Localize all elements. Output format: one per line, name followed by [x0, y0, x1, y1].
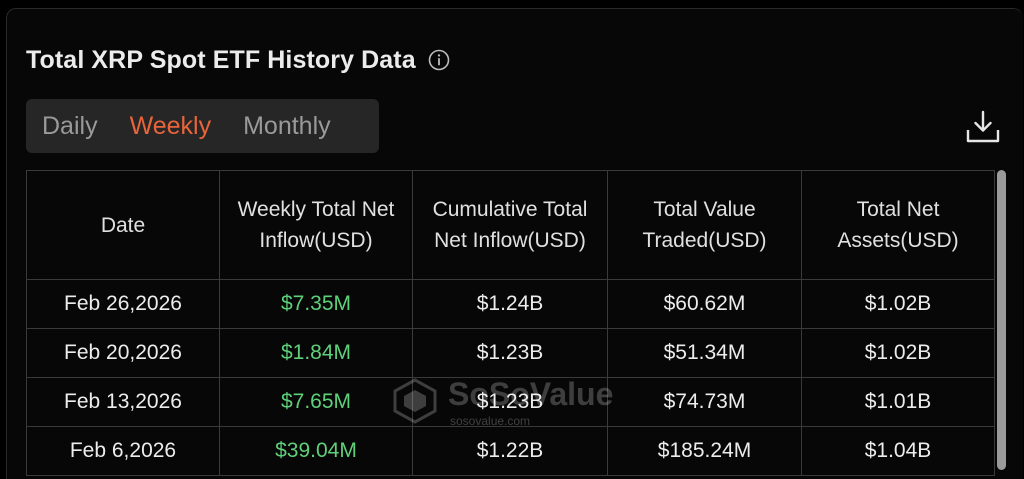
cell-weekly-net-inflow: $39.04M [219, 426, 413, 476]
info-circle-icon[interactable] [428, 49, 450, 71]
column-header-date[interactable]: Date [26, 170, 220, 280]
cell-weekly-net-inflow: $7.35M [219, 279, 413, 329]
column-header-weekly-net-inflow[interactable]: Weekly Total Net Inflow(USD) [219, 170, 413, 280]
cell-total-net-assets: $1.02B [801, 328, 995, 378]
cell-date: Feb 20,2026 [26, 328, 220, 378]
cell-cumulative-net-inflow: $1.22B [412, 426, 608, 476]
cell-total-value-traded: $51.34M [607, 328, 802, 378]
cell-cumulative-net-inflow: $1.23B [412, 328, 608, 378]
column-header-total-value-traded[interactable]: Total Value Traded(USD) [607, 170, 802, 280]
period-tabs: Daily Weekly Monthly [26, 99, 379, 153]
page-title: Total XRP Spot ETF History Data [26, 45, 416, 74]
tab-monthly[interactable]: Monthly [243, 111, 331, 140]
cell-weekly-net-inflow: $7.65M [219, 377, 413, 427]
cell-total-value-traded: $74.73M [607, 377, 802, 427]
etf-history-table: Date Weekly Total Net Inflow(USD) Cumula… [26, 170, 995, 476]
cell-total-value-traded: $60.62M [607, 279, 802, 329]
table-row: Feb 13,2026 $7.65M $1.23B $74.73M $1.01B [26, 377, 995, 427]
table-header-row: Date Weekly Total Net Inflow(USD) Cumula… [26, 170, 995, 280]
tab-weekly[interactable]: Weekly [129, 111, 212, 140]
cell-date: Feb 13,2026 [26, 377, 220, 427]
cell-cumulative-net-inflow: $1.23B [412, 377, 608, 427]
title-row: Total XRP Spot ETF History Data [26, 42, 450, 78]
cell-cumulative-net-inflow: $1.24B [412, 279, 608, 329]
cell-total-net-assets: $1.01B [801, 377, 995, 427]
cell-total-net-assets: $1.04B [801, 426, 995, 476]
cell-date: Feb 6,2026 [26, 426, 220, 476]
cell-total-net-assets: $1.02B [801, 279, 995, 329]
table-row: Feb 6,2026 $39.04M $1.22B $185.24M $1.04… [26, 426, 995, 476]
cell-total-value-traded: $185.24M [607, 426, 802, 476]
table-scrollbar[interactable] [997, 170, 1006, 470]
cell-weekly-net-inflow: $1.84M [219, 328, 413, 378]
table-row: Feb 26,2026 $7.35M $1.24B $60.62M $1.02B [26, 279, 995, 329]
tab-daily[interactable]: Daily [42, 111, 98, 140]
table-row: Feb 20,2026 $1.84M $1.23B $51.34M $1.02B [26, 328, 995, 378]
column-header-total-net-assets[interactable]: Total Net Assets(USD) [801, 170, 995, 280]
cell-date: Feb 26,2026 [26, 279, 220, 329]
download-icon[interactable] [964, 108, 1002, 146]
column-header-cumulative-net-inflow[interactable]: Cumulative Total Net Inflow(USD) [412, 170, 608, 280]
